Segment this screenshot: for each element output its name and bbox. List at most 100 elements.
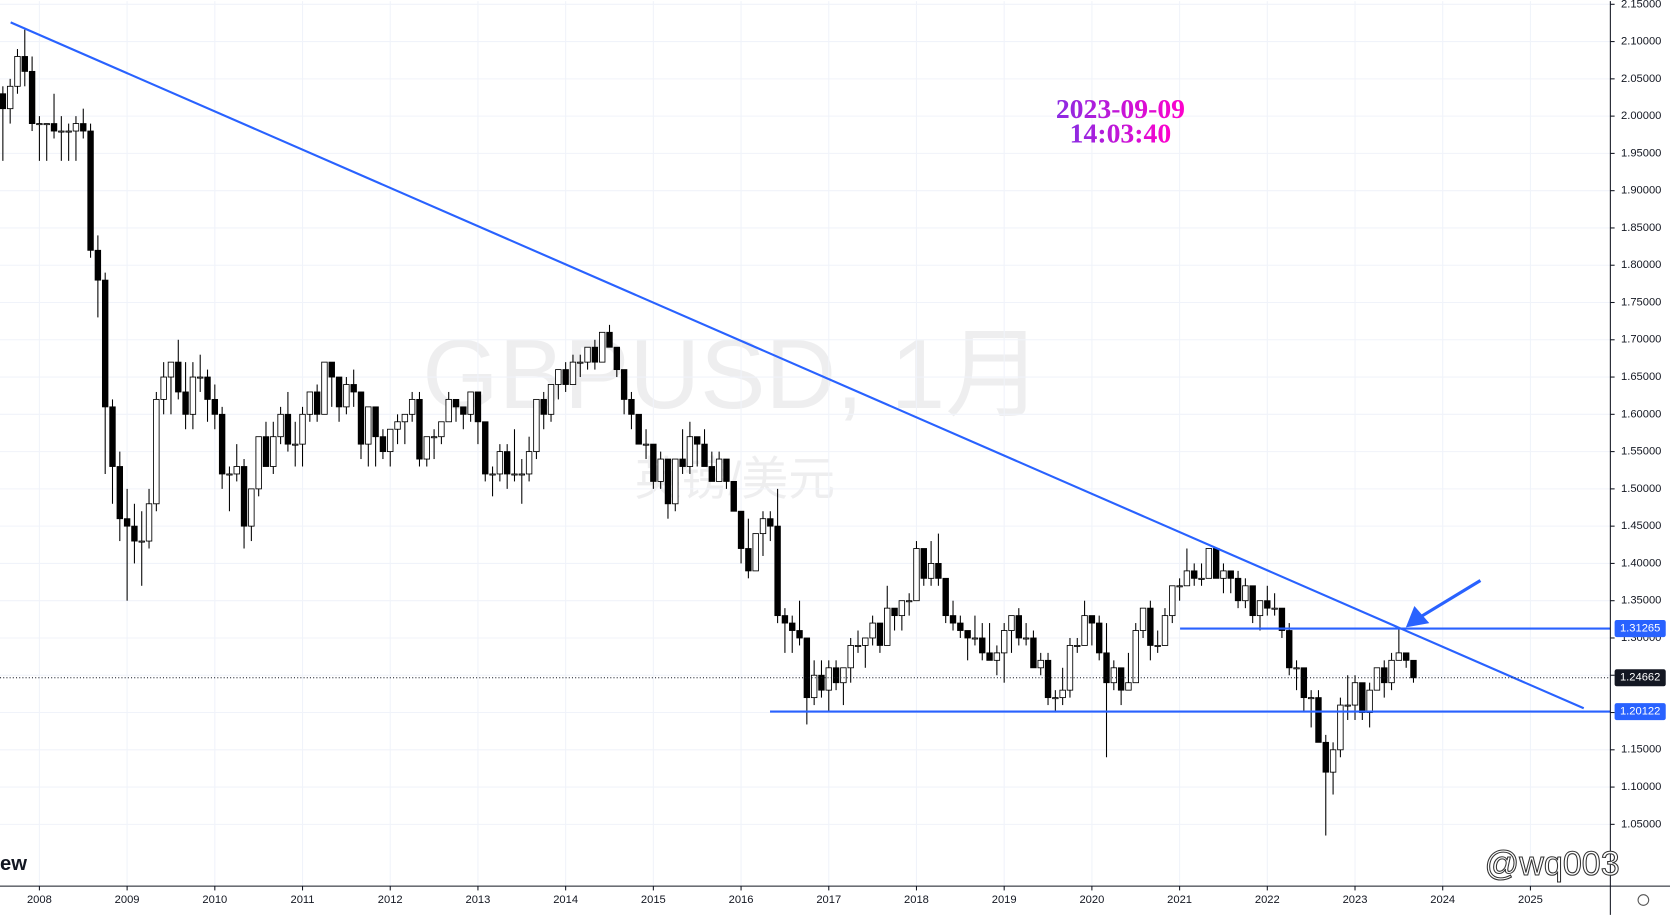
candle-body — [993, 652, 1001, 661]
x-tick-label: 2020 — [1079, 894, 1104, 906]
candle-body — [818, 674, 825, 691]
candle-body — [270, 436, 277, 467]
y-tick-label: 1.80000 — [1621, 259, 1661, 271]
candle-body — [175, 361, 182, 393]
candle-body — [840, 667, 847, 684]
y-tick-label: 1.35000 — [1621, 595, 1661, 607]
candle-body — [460, 406, 467, 415]
candle-body — [1030, 637, 1037, 669]
x-tick-label: 2023 — [1343, 894, 1368, 906]
candle-body — [964, 630, 971, 639]
candle-body — [832, 667, 840, 684]
candle-body — [445, 398, 452, 423]
candle-body — [489, 473, 496, 476]
settings-icon[interactable] — [1637, 894, 1650, 906]
x-tick-label: 2021 — [1167, 894, 1192, 906]
candle-body — [642, 443, 650, 446]
y-tick-label: 1.50000 — [1621, 483, 1661, 495]
candle-body — [1052, 697, 1059, 700]
candle-body — [774, 525, 781, 617]
y-tick-label: 1.75000 — [1621, 296, 1661, 308]
candle-body — [1322, 741, 1329, 773]
trend-line — [10, 21, 1585, 710]
x-tick-label: 2014 — [553, 894, 578, 906]
y-tick-label: 1.55000 — [1621, 446, 1661, 458]
candle-body — [50, 123, 58, 132]
candle-body — [1256, 600, 1264, 617]
candle-body — [416, 398, 423, 460]
candle-body — [781, 615, 789, 624]
x-tick-label: 2018 — [904, 894, 929, 906]
x-tick-label: 2008 — [27, 894, 52, 906]
candle-body — [240, 466, 248, 527]
candle-body — [737, 510, 745, 549]
y-tick-label: 1.70000 — [1621, 334, 1661, 346]
candle-body — [620, 369, 628, 400]
candle-body — [547, 384, 555, 415]
watermark-title: GBPUSD, 1月 — [422, 319, 1043, 429]
candle-body — [1015, 615, 1022, 639]
x-tick-label: 2022 — [1255, 894, 1280, 906]
candle-body — [321, 361, 328, 415]
candle-body — [467, 391, 474, 415]
candle-body — [1205, 548, 1213, 579]
candle-body — [6, 85, 14, 110]
candle-body — [1191, 570, 1198, 579]
candle-body — [496, 451, 504, 475]
candle-body — [810, 674, 818, 699]
last-price-box — [1614, 669, 1666, 687]
candle-body — [1088, 615, 1096, 624]
candle-body — [1154, 645, 1161, 647]
x-tick-label: 2013 — [466, 894, 491, 906]
candle-body — [233, 466, 240, 475]
x-tick-label: 2011 — [291, 894, 315, 906]
candle-body — [905, 600, 913, 603]
candle-body — [430, 436, 438, 439]
candle-body — [1307, 697, 1315, 700]
candle-body — [635, 413, 642, 445]
candle-body — [628, 398, 635, 415]
y-tick-label: 2.15000 — [1621, 0, 1661, 10]
x-tick-label: 2015 — [641, 894, 666, 906]
candle-body — [1044, 659, 1052, 699]
candle-body — [1220, 570, 1227, 579]
candle-body — [540, 398, 547, 415]
y-tick-label: 1.45000 — [1621, 520, 1661, 532]
candle-body — [204, 376, 211, 400]
candle-body — [335, 376, 343, 408]
candle-body — [511, 473, 518, 476]
y-tick-label: 1.05000 — [1621, 818, 1661, 830]
candle-body — [767, 518, 774, 527]
candle-body — [123, 518, 131, 527]
candle-body — [58, 130, 65, 133]
candle-body — [1161, 615, 1169, 646]
candle-body — [94, 249, 102, 281]
candle-body — [694, 436, 701, 445]
candle-body — [65, 130, 72, 133]
candle-body — [423, 436, 430, 460]
candle-body — [730, 480, 737, 512]
candle-body — [167, 361, 175, 378]
y-tick-label: 1.85000 — [1621, 222, 1661, 234]
candle-body — [365, 406, 372, 445]
candle-body — [891, 607, 898, 617]
candle-body — [1139, 607, 1147, 631]
candle-body — [109, 406, 116, 467]
candle-body — [942, 577, 949, 617]
arrow-shaft — [1419, 579, 1482, 619]
candle-body — [1183, 570, 1191, 587]
candle-body — [1176, 585, 1183, 588]
candle-body — [562, 369, 569, 385]
candle-body — [292, 443, 299, 446]
price-label-box — [1614, 620, 1666, 638]
candle-body — [284, 413, 292, 445]
candle-body — [1037, 659, 1044, 669]
candle-body — [138, 540, 145, 543]
candle-body — [387, 428, 394, 453]
candle-body — [869, 622, 876, 639]
candle-body — [343, 384, 350, 408]
x-tick-label: 2016 — [729, 894, 754, 906]
candle-body — [789, 622, 796, 631]
candle-body — [1271, 607, 1278, 610]
